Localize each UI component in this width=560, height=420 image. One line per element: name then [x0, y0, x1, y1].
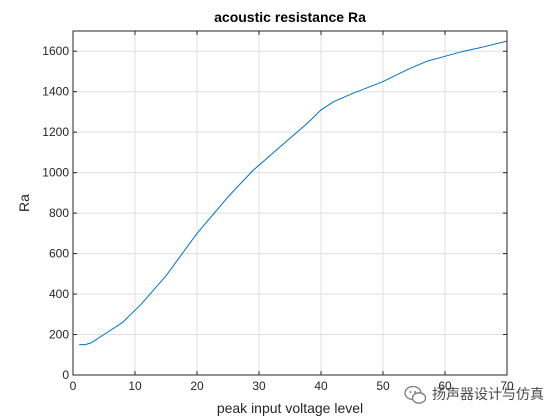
y-axis-title: Ra [16, 194, 32, 212]
y-tick-label: 1200 [42, 125, 69, 139]
y-tick-label: 1400 [42, 85, 69, 99]
x-tick-label: 10 [128, 379, 142, 393]
x-tick-label: 0 [70, 379, 77, 393]
y-tick-label: 200 [49, 328, 69, 342]
x-tick-label: 30 [252, 379, 266, 393]
x-tick-label: 40 [314, 379, 328, 393]
x-tick-label: 50 [376, 379, 390, 393]
plot-box [72, 30, 508, 376]
y-tick-label: 1600 [42, 44, 69, 58]
y-tick-label: 0 [62, 368, 69, 382]
axis-ticks: 0 10 20 30 40 50 60 70 0 200 400 600 800 1000 1200 1400… [42, 31, 514, 393]
wechat-icon [404, 385, 427, 404]
y-tick-label: 400 [49, 287, 69, 301]
chart-title: acoustic resistance Ra [214, 9, 366, 25]
series-group [79, 40, 508, 346]
watermark-text: 扬声器设计与仿真 [432, 386, 544, 402]
x-tick-label: 70 [500, 379, 514, 393]
plot-area [73, 31, 507, 375]
y-tick-label: 600 [49, 247, 69, 261]
series-line [79, 40, 508, 346]
y-tick-label: 800 [49, 206, 69, 220]
x-axis-title: peak input voltage level [217, 400, 363, 416]
grid-lines [73, 31, 507, 375]
watermark: 扬声器设计与仿真 [404, 385, 544, 404]
x-tick-label: 60 [438, 379, 452, 393]
y-tick-label: 1000 [42, 166, 69, 180]
x-tick-label: 20 [190, 379, 204, 393]
